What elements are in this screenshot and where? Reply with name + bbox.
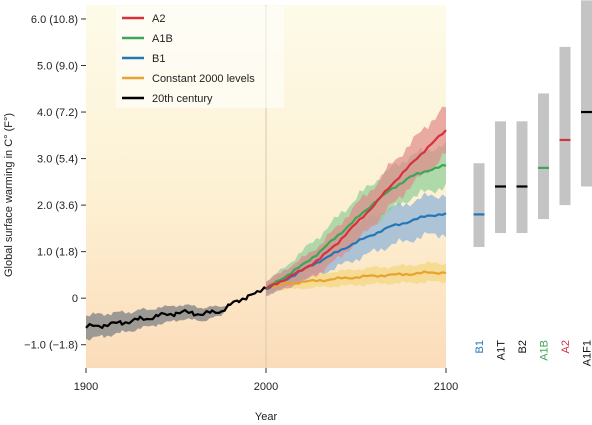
y-tick-label: 3.0 (5.4) [37,154,78,166]
range-bar-b1 [473,163,485,247]
y-tick-label: 5.0 (9.0) [37,61,78,73]
series-line-a1b [265,164,447,290]
legend-label: B1 [152,53,165,65]
range-bar-a2 [559,46,571,206]
range-bar-a1f1 [581,0,592,187]
y-tick-label: −1.0 (−1.8) [24,340,78,352]
x-axis-label: Year [255,411,278,423]
series-line-constant-2000-levels [265,270,447,290]
y-axis-label: Global surface warming in C° (F°) [3,113,15,277]
legend-label: 20th century [152,93,213,105]
y-tick-label: 0 [72,293,78,305]
x-tick-label: 2000 [254,381,278,393]
scenario-label-b1: B1 [474,340,486,353]
scenario-label-b2: B2 [517,340,529,353]
y-tick-label: 4.0 (7.2) [37,107,78,119]
series-line-20th-century [85,286,267,329]
y-axis-ticks: −1.0 (−1.8) 0 1.0 (1.8) 2.0 (3.6) 3.0 (5.4) 4… [24,14,86,352]
x-axis-ticks: 1900 2000 2100 [74,368,458,393]
scenario-label-a1f1: A1F1 [582,340,592,366]
y-tick-label: 1.0 (1.8) [37,247,78,259]
range-bar-b2 [516,121,528,234]
range-bar-a1b [538,93,549,220]
scenario-label-a2: A2 [560,340,572,353]
x-tick-label: 1900 [74,381,98,393]
y-tick-label: 6.0 (10.8) [31,14,78,26]
range-bar-a1t [495,121,506,234]
scenario-label-a1t: A1T [496,340,508,360]
legend-label: A1B [152,33,173,45]
scenario-label-a1b: A1B [539,340,551,361]
legend-label: A2 [152,13,165,25]
y-tick-label: 2.0 (3.6) [37,200,78,212]
scenario-range-panel: B1 A1T B2 A1B A2 A1F1 [473,0,592,366]
legend-label: Constant 2000 levels [152,73,255,85]
x-tick-label: 2100 [434,381,458,393]
series-line-a2 [265,129,447,290]
legend: A2 A1B B1 Constant 2000 levels 20th century [116,6,284,108]
